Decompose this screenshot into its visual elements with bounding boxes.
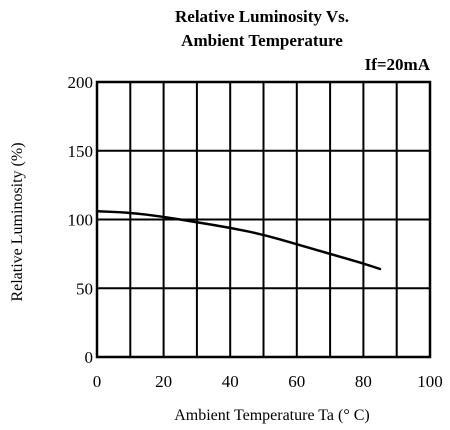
y-axis-label: Relative Luminosity (%) — [9, 142, 26, 301]
test-condition-label: If=20mA — [365, 55, 431, 74]
x-axis-label: Ambient Temperature Ta (° C) — [174, 407, 370, 424]
grid-lines — [97, 81, 431, 357]
y-axis-ticks: 0 50 100 150 200 — [68, 73, 94, 367]
y-tick-label: 150 — [68, 142, 94, 161]
x-tick-label: 100 — [417, 372, 443, 391]
chart-title-line1: Relative Luminosity Vs. — [175, 7, 349, 26]
x-tick-label: 0 — [93, 372, 102, 391]
x-tick-label: 40 — [222, 372, 239, 391]
luminosity-curve — [95, 210, 382, 271]
y-tick-label: 0 — [85, 348, 94, 367]
plot-frame — [95, 80, 432, 359]
x-tick-label: 60 — [288, 372, 305, 391]
x-tick-label: 20 — [155, 372, 172, 391]
data-series — [95, 210, 382, 271]
y-tick-label: 50 — [76, 279, 93, 298]
chart-title-line2: Ambient Temperature — [181, 31, 343, 50]
plot-border — [95, 80, 432, 359]
x-tick-label: 80 — [355, 372, 372, 391]
y-tick-label: 100 — [68, 211, 94, 230]
x-axis-ticks: 0 20 40 60 80 100 — [93, 372, 443, 391]
y-tick-label: 200 — [68, 73, 94, 92]
